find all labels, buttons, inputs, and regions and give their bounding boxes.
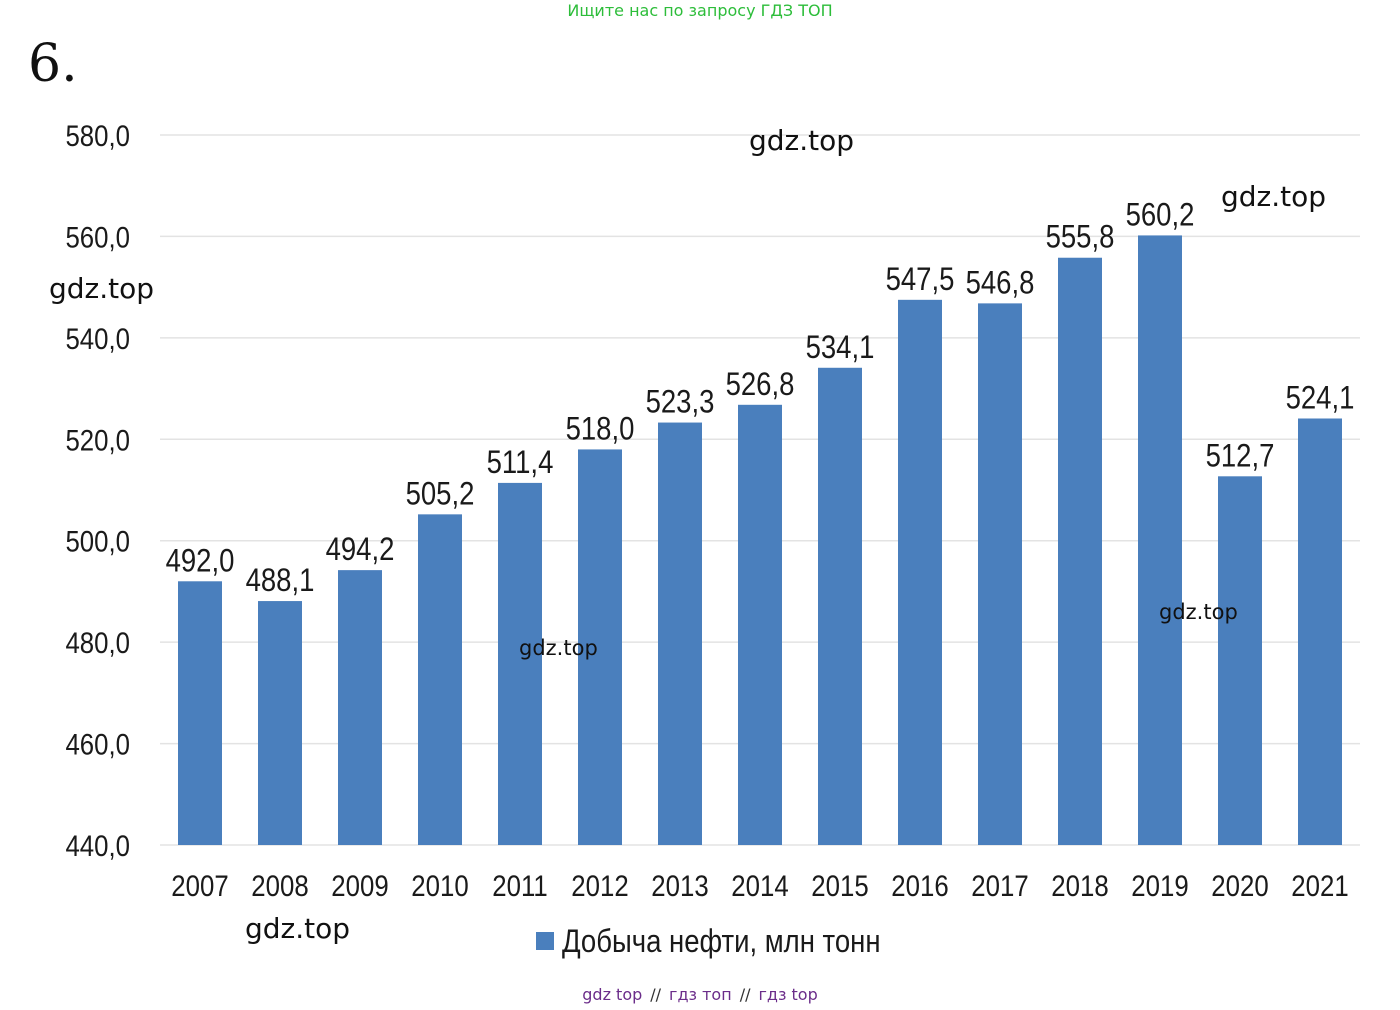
legend-label: Добыча нефти, млн тонн [562, 924, 881, 959]
y-tick-label: 540,0 [65, 322, 130, 355]
data-label: 547,5 [886, 262, 955, 297]
data-label: 523,3 [646, 385, 715, 420]
bar-2007 [178, 581, 222, 845]
data-label: 534,1 [806, 330, 875, 365]
y-tick-label: 560,0 [65, 221, 130, 254]
x-tick-label: 2009 [331, 869, 388, 902]
data-label: 492,0 [166, 543, 235, 578]
data-label: 546,8 [966, 265, 1035, 300]
bar-2021 [1298, 418, 1342, 845]
data-label: 488,1 [246, 563, 315, 598]
x-tick-label: 2011 [492, 869, 547, 902]
x-tick-label: 2018 [1051, 869, 1108, 902]
footer-link-1[interactable]: gdz top [582, 985, 642, 1004]
data-label: 555,8 [1046, 220, 1115, 255]
bar-2011 [498, 483, 542, 845]
x-tick-label: 2015 [811, 869, 868, 902]
bar-2020 [1218, 476, 1262, 845]
data-label: 512,7 [1206, 438, 1275, 473]
x-tick-label: 2007 [171, 869, 228, 902]
bar-2008 [258, 601, 302, 845]
bar-2015 [818, 368, 862, 845]
footer-separator: // [740, 985, 751, 1004]
footer: gdz top // гдз топ // гдз top [0, 985, 1400, 1004]
x-tick-label: 2019 [1131, 869, 1188, 902]
x-tick-label: 2010 [411, 869, 468, 902]
y-tick-label: 500,0 [65, 525, 130, 558]
watermark: gdz.top [49, 272, 154, 305]
footer-link-2[interactable]: гдз топ [669, 985, 732, 1004]
y-tick-label: 480,0 [65, 626, 130, 659]
x-tick-label: 2016 [891, 869, 948, 902]
watermark: gdz.top [1221, 180, 1326, 213]
y-tick-label: 460,0 [65, 728, 130, 761]
y-tick-label: 440,0 [65, 829, 130, 862]
x-tick-label: 2021 [1291, 869, 1348, 902]
watermark: gdz.top [519, 636, 598, 660]
bar-2013 [658, 423, 702, 845]
y-tick-label: 580,0 [65, 119, 130, 152]
watermark: gdz.top [1159, 600, 1238, 624]
data-label: 560,2 [1126, 198, 1195, 233]
data-label: 511,4 [487, 445, 554, 480]
bar-2018 [1058, 258, 1102, 845]
bar-2010 [418, 514, 462, 845]
x-tick-label: 2012 [571, 869, 628, 902]
bar-2009 [338, 570, 382, 845]
data-label: 494,2 [326, 532, 395, 567]
bar-2017 [978, 303, 1022, 845]
data-label: 518,0 [566, 412, 635, 447]
x-tick-label: 2017 [971, 869, 1028, 902]
bar-chart: 440,0 460,0 480,0 500,0 520,0 540,0 560,0 580,0… [0, 0, 1400, 1010]
data-label: 524,1 [1286, 381, 1355, 416]
bar-2014 [738, 405, 782, 845]
watermark: gdz.top [749, 124, 854, 157]
footer-separator: // [650, 985, 661, 1004]
bar-2016 [898, 300, 942, 845]
y-tick-label: 520,0 [65, 423, 130, 456]
footer-link-3[interactable]: гдз top [758, 985, 817, 1004]
x-tick-label: 2014 [731, 869, 788, 902]
data-label: 526,8 [726, 367, 795, 402]
legend-swatch [536, 932, 554, 950]
x-tick-label: 2020 [1211, 869, 1268, 902]
x-tick-label: 2013 [651, 869, 708, 902]
data-label: 505,2 [406, 476, 475, 511]
bar-2019 [1138, 235, 1182, 845]
x-tick-label: 2008 [251, 869, 308, 902]
watermark: gdz.top [245, 912, 350, 945]
